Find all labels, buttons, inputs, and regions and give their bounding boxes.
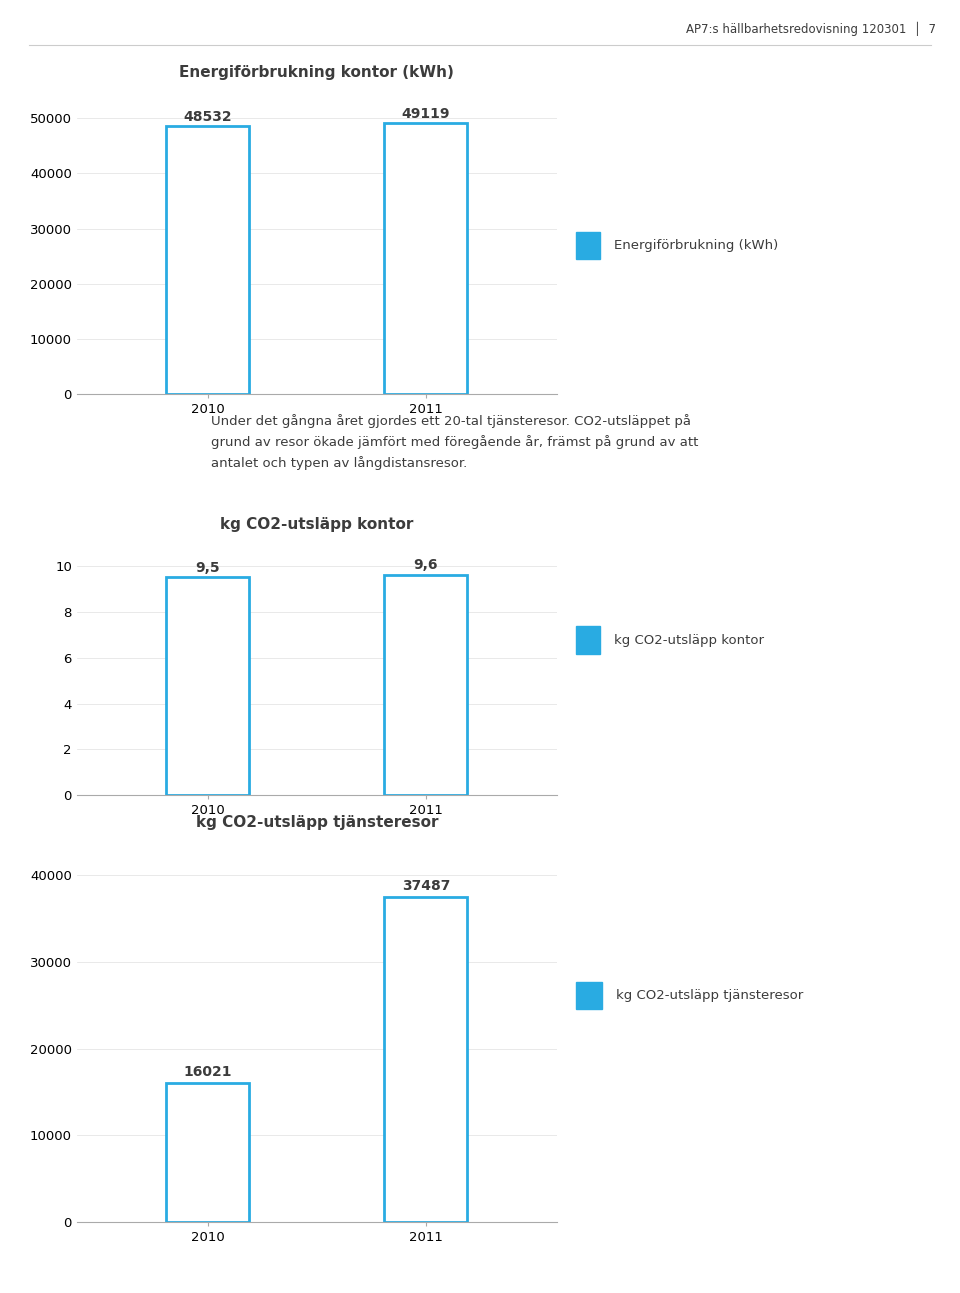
Bar <box>576 627 600 654</box>
Text: 37487: 37487 <box>401 878 450 892</box>
Text: Under det gångna året gjordes ett 20-tal tjänsteresor. CO2-utsläppet på
grund av: Under det gångna året gjordes ett 20-tal… <box>211 414 699 469</box>
Bar <box>166 578 250 795</box>
Title: kg CO2-utsläpp tjänsteresor: kg CO2-utsläpp tjänsteresor <box>196 815 438 830</box>
Text: Energiförbrukning (kWh): Energiförbrukning (kWh) <box>614 239 779 252</box>
Text: 9,5: 9,5 <box>196 561 220 574</box>
Bar <box>576 231 600 259</box>
Title: Energiförbrukning kontor (kWh): Energiförbrukning kontor (kWh) <box>180 65 454 80</box>
Text: 48532: 48532 <box>183 110 232 124</box>
Bar <box>166 1084 250 1222</box>
Bar <box>384 123 468 394</box>
Text: kg CO2-utsläpp tjänsteresor: kg CO2-utsläpp tjänsteresor <box>616 989 804 1002</box>
Title: kg CO2-utsläpp kontor: kg CO2-utsläpp kontor <box>220 517 414 533</box>
Text: 9,6: 9,6 <box>414 559 438 573</box>
Bar <box>576 983 602 1009</box>
Text: kg CO2-utsläpp kontor: kg CO2-utsläpp kontor <box>614 634 764 646</box>
Bar <box>166 127 250 394</box>
Bar <box>384 575 468 795</box>
Text: 16021: 16021 <box>183 1064 232 1078</box>
Text: 49119: 49119 <box>401 107 450 120</box>
Bar <box>384 897 468 1222</box>
Text: AP7:s hällbarhetsredovisning 120301  │  7: AP7:s hällbarhetsredovisning 120301 │ 7 <box>686 21 936 36</box>
